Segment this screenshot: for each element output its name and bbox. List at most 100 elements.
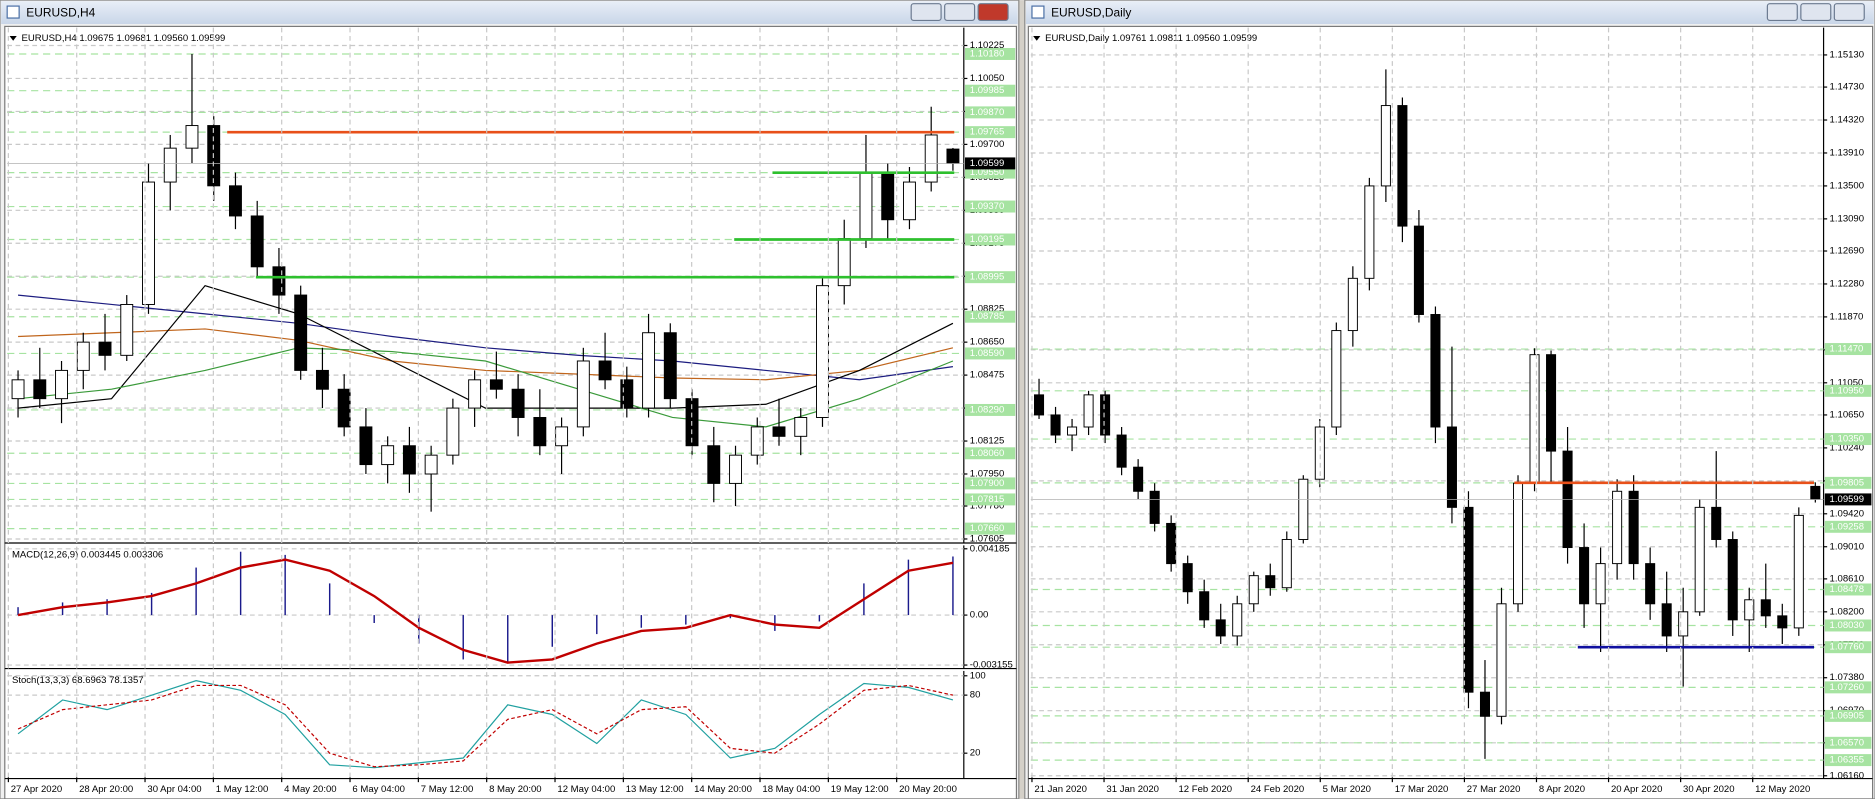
candle-body: [337, 388, 351, 428]
chart-header: EURUSD,Daily 1.09761 1.09811 1.09560 1.0…: [1045, 33, 1257, 44]
candle-body: [1347, 277, 1358, 332]
price-label: 1.07260: [1830, 682, 1865, 693]
price-label: 1.06570: [1830, 737, 1865, 748]
last-price-box: [965, 157, 1016, 170]
y-tick-label: 1.12280: [1830, 278, 1865, 289]
close-button[interactable]: [977, 3, 1009, 22]
candle-body: [120, 304, 134, 356]
symbol-arrow: [9, 35, 17, 41]
candle-body: [1083, 394, 1094, 428]
x-tick-label: 27 Apr 2020: [11, 784, 63, 795]
price-label-box: [1824, 641, 1872, 654]
candle-body: [1182, 563, 1193, 593]
y-tick-label: 1.07605: [970, 534, 1005, 545]
candle-body: [1100, 394, 1111, 436]
y-tick-label: 1.11050: [1830, 377, 1864, 388]
price-label: 1.08290: [970, 404, 1005, 415]
price-label: 1.09195: [970, 234, 1005, 245]
x-tick-label: 17 Mar 2020: [1395, 784, 1449, 795]
price-label-box: [1824, 619, 1872, 632]
x-tick-label: 12 May 2020: [1755, 784, 1810, 795]
y-tick-label: 1.13500: [1830, 180, 1865, 191]
candle-body: [1149, 490, 1160, 524]
candle-body: [642, 332, 656, 409]
candle-body: [1612, 490, 1623, 565]
maximize-button[interactable]: [944, 3, 976, 22]
price-label-box: [965, 310, 1016, 323]
price-label-box: [965, 522, 1016, 535]
price-label-box: [1824, 433, 1872, 446]
x-tick-label: 20 Apr 2020: [1611, 784, 1663, 795]
candle-body: [707, 445, 721, 484]
price-label: 1.07660: [970, 523, 1005, 534]
y-tick-label: 1.15130: [1830, 49, 1865, 60]
price-label: 1.07760: [1830, 642, 1865, 653]
moving-average: [18, 328, 954, 381]
candle-body: [859, 172, 873, 240]
candle-body: [1579, 547, 1590, 605]
moving-average: [17, 284, 954, 409]
y-tick-label: 1.11870: [1830, 311, 1864, 322]
candle-body: [576, 360, 590, 428]
y-tick-label: 1.13090: [1830, 213, 1865, 224]
candle-body: [1760, 599, 1771, 617]
x-tick-label: 18 May 04:00: [762, 784, 820, 795]
candle-body: [1727, 539, 1738, 621]
candle-body: [794, 417, 808, 437]
price-label-box: [1824, 476, 1872, 489]
y-tick-label: 1.08610: [1830, 573, 1865, 584]
y-tick-label: 1.10240: [1830, 442, 1865, 453]
title-bar: [1025, 1, 1874, 25]
candle-body: [881, 172, 895, 221]
price-label-box: [1824, 343, 1872, 356]
window-title: EURUSD,Daily: [1051, 5, 1131, 19]
title-bar: [1, 1, 1018, 25]
price-label: 1.10950: [1830, 385, 1865, 396]
x-tick-label: 27 Mar 2020: [1467, 784, 1521, 795]
price-label: 1.11470: [1830, 344, 1864, 355]
price-label-box: [965, 403, 1016, 416]
y-tick-label: 1.10650: [1830, 409, 1865, 420]
candle-body: [1628, 490, 1639, 565]
candle-body: [315, 369, 329, 390]
stoch-label: Stoch(13,3,3) 68.6963 78.1357: [12, 675, 144, 686]
candle-body: [1777, 615, 1788, 629]
price-label: 1.08995: [970, 272, 1005, 283]
candle-body: [816, 285, 829, 418]
candle-body: [924, 134, 938, 183]
x-tick-label: 8 Apr 2020: [1539, 784, 1585, 795]
window-icon: [1031, 5, 1045, 19]
candle-body: [1413, 225, 1424, 315]
price-label-box: [965, 84, 1016, 97]
candle-body: [1281, 539, 1292, 589]
macd-signal: [17, 558, 954, 664]
candle-body: [1512, 482, 1524, 605]
macd-label: MACD(12,26,9) 0.003445 0.003306: [12, 549, 163, 560]
candle-body: [1265, 575, 1276, 589]
y-tick-label: 1.09700: [970, 139, 1005, 150]
price-label-box: [965, 47, 1016, 60]
candle-body: [1067, 426, 1078, 436]
stoch-signal: [17, 684, 954, 768]
minimize-button[interactable]: [910, 3, 942, 22]
price-label: 1.06905: [1830, 710, 1865, 721]
minimize-button[interactable]: [1766, 3, 1798, 22]
candle-body: [1694, 506, 1705, 613]
candle-body: [1364, 185, 1375, 279]
maximize-button[interactable]: [1800, 3, 1832, 22]
candle-body: [272, 266, 286, 296]
candle-body: [1199, 591, 1210, 621]
close-button[interactable]: [1833, 3, 1865, 22]
candle-body: [533, 417, 547, 447]
candle-body: [489, 379, 503, 390]
price-label: 1.08030: [1830, 620, 1865, 631]
candle-body: [1546, 354, 1557, 452]
y-tick-label: 1.10050: [970, 73, 1005, 84]
candle-body: [1744, 599, 1755, 621]
price-label: 1.09550: [970, 167, 1005, 178]
price-label: 1.08060: [970, 448, 1005, 459]
candle-body: [729, 454, 742, 484]
candle-body: [55, 369, 68, 400]
x-tick-label: 1 May 12:00: [216, 784, 269, 795]
last-price-box: [1824, 493, 1872, 506]
